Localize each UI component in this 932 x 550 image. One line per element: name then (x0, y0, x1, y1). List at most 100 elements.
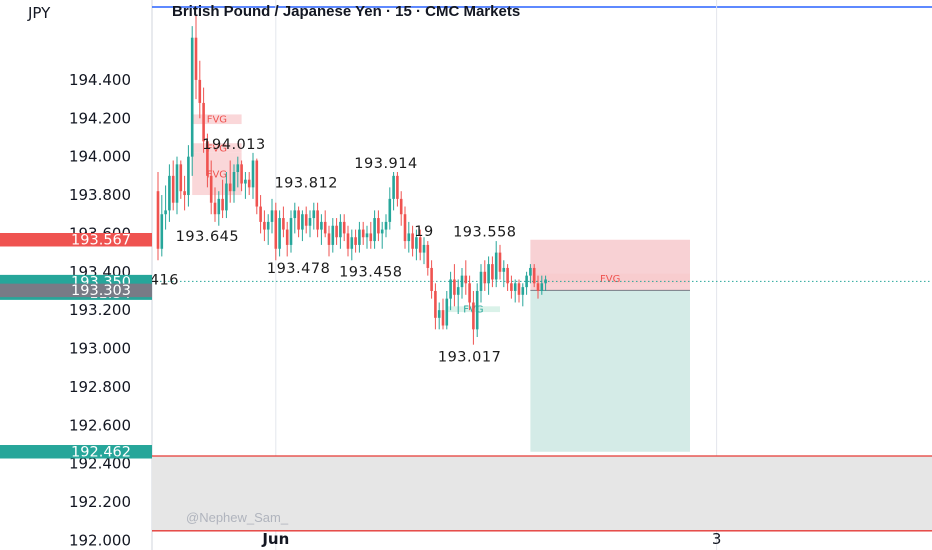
candle-body (247, 179, 251, 188)
candle (361, 221, 365, 245)
price-tag-background (0, 283, 152, 298)
candle (244, 172, 247, 199)
candle (285, 221, 289, 257)
candle (377, 210, 380, 242)
candle (521, 283, 525, 307)
candle-body (472, 302, 475, 330)
time-tick-label: Jun (261, 530, 289, 548)
gray-zone (152, 455, 932, 531)
candle-body (369, 233, 373, 242)
candle-body (342, 221, 346, 234)
candle-body (365, 233, 369, 238)
candle-body (445, 298, 449, 326)
candle (384, 214, 388, 238)
price-level-label: 193.458 (339, 265, 402, 281)
candle-body (358, 229, 361, 245)
candle-body (225, 183, 228, 211)
price-tick-label: 194.400 (69, 71, 131, 89)
candle-body (270, 210, 274, 222)
candle-body (327, 233, 331, 245)
take-profit-zone (530, 290, 690, 452)
candle (331, 218, 335, 253)
price-tick-label: 193.200 (69, 301, 131, 319)
candle-body (437, 310, 441, 318)
candle (456, 279, 460, 314)
candle (183, 175, 186, 211)
candle (472, 290, 475, 345)
candle-body (339, 221, 342, 238)
price-tag: 193.567 (0, 232, 152, 248)
candle (240, 160, 243, 192)
candle-body (513, 283, 517, 291)
candle (380, 221, 384, 249)
candle (396, 172, 399, 207)
candle (498, 244, 502, 280)
candle (339, 214, 342, 249)
candle-body (426, 244, 430, 268)
time-axis[interactable]: Jun 3 (261, 530, 721, 548)
candle (297, 206, 300, 238)
candle-body (525, 275, 528, 288)
candle (399, 191, 403, 226)
candle-layer (156, 14, 547, 345)
candle-body (536, 283, 540, 291)
candle-body (540, 283, 544, 291)
candle (411, 225, 414, 257)
candle (156, 172, 160, 261)
candle-body (194, 37, 198, 80)
candle-body (517, 283, 521, 295)
candle-body (160, 214, 164, 249)
candle (464, 260, 468, 295)
candle-body (532, 267, 536, 284)
candle (434, 283, 437, 330)
candle (301, 210, 304, 242)
candle (350, 229, 354, 261)
candle (312, 202, 316, 230)
candle (232, 164, 236, 203)
candle-body (320, 221, 323, 230)
fvg-label: FVG (600, 274, 620, 285)
candle (327, 225, 331, 257)
candle (475, 283, 479, 338)
candle (369, 221, 373, 249)
candle-body (430, 267, 433, 291)
candle-body (491, 264, 494, 280)
price-axis[interactable]: 194.400194.200194.000193.800193.600193.4… (69, 71, 131, 549)
fvg-label: FVG (207, 115, 227, 126)
candle-body (255, 160, 259, 207)
candle-body (175, 164, 179, 203)
candle-body (217, 198, 221, 215)
candle-body (422, 244, 426, 253)
price-tick-label: 192.200 (69, 493, 131, 511)
candle-body (380, 229, 384, 234)
price-level-label: 193.017 (438, 349, 501, 365)
candle (179, 160, 183, 199)
candle-body (510, 283, 513, 291)
candle (468, 275, 471, 311)
candle-body (236, 164, 240, 173)
candle (228, 160, 232, 203)
candle (407, 221, 411, 253)
candle (209, 160, 213, 215)
candle (491, 256, 494, 288)
candle (236, 156, 240, 188)
candle-body (232, 172, 236, 192)
candle (225, 172, 228, 219)
candle (316, 202, 319, 238)
candle-body (498, 252, 502, 272)
candle (213, 187, 217, 222)
candle (160, 195, 164, 257)
candle-body (198, 79, 202, 103)
candle (437, 302, 441, 330)
candle (445, 290, 449, 330)
candle-body (415, 237, 418, 249)
candle-body (213, 202, 217, 215)
candle (221, 179, 224, 219)
fvg-zone (530, 273, 690, 284)
candle (168, 164, 171, 222)
candle-body (312, 210, 316, 219)
candle (247, 172, 251, 196)
candle (532, 264, 536, 288)
candle-body (392, 175, 395, 199)
